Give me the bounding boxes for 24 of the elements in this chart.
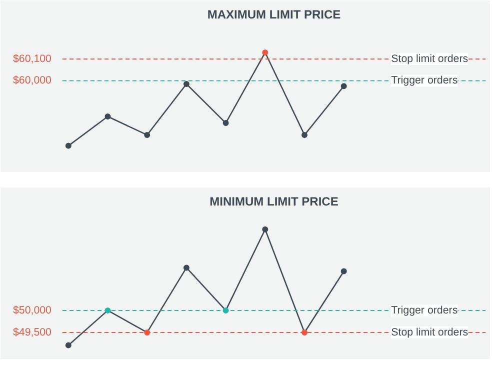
ref-line-label: Stop limit orders xyxy=(391,53,468,66)
point xyxy=(183,264,190,271)
ref-line-label: Stop limit orders xyxy=(391,326,468,338)
y-tick-label: $60,100 xyxy=(12,53,52,66)
point xyxy=(340,268,347,274)
point xyxy=(301,329,308,336)
y-tick-label: $60,000 xyxy=(12,74,52,87)
point xyxy=(222,120,229,126)
point xyxy=(262,50,268,56)
ref-line-label: Trigger orders xyxy=(391,304,458,316)
point xyxy=(65,342,72,348)
point xyxy=(144,329,150,336)
chart-title: MAXIMUM LIMIT PRICE xyxy=(207,8,341,22)
y-tick-label: $49,500 xyxy=(12,326,52,338)
y-tick-label: $50,000 xyxy=(12,304,52,316)
point xyxy=(144,132,150,138)
point xyxy=(65,142,72,149)
point xyxy=(262,226,268,232)
point xyxy=(301,132,308,138)
point xyxy=(183,80,190,87)
chart-title: MINIMUM LIMIT PRICE xyxy=(210,194,338,208)
point xyxy=(340,83,347,90)
point xyxy=(104,114,111,120)
ref-line-label: Trigger orders xyxy=(391,74,458,87)
